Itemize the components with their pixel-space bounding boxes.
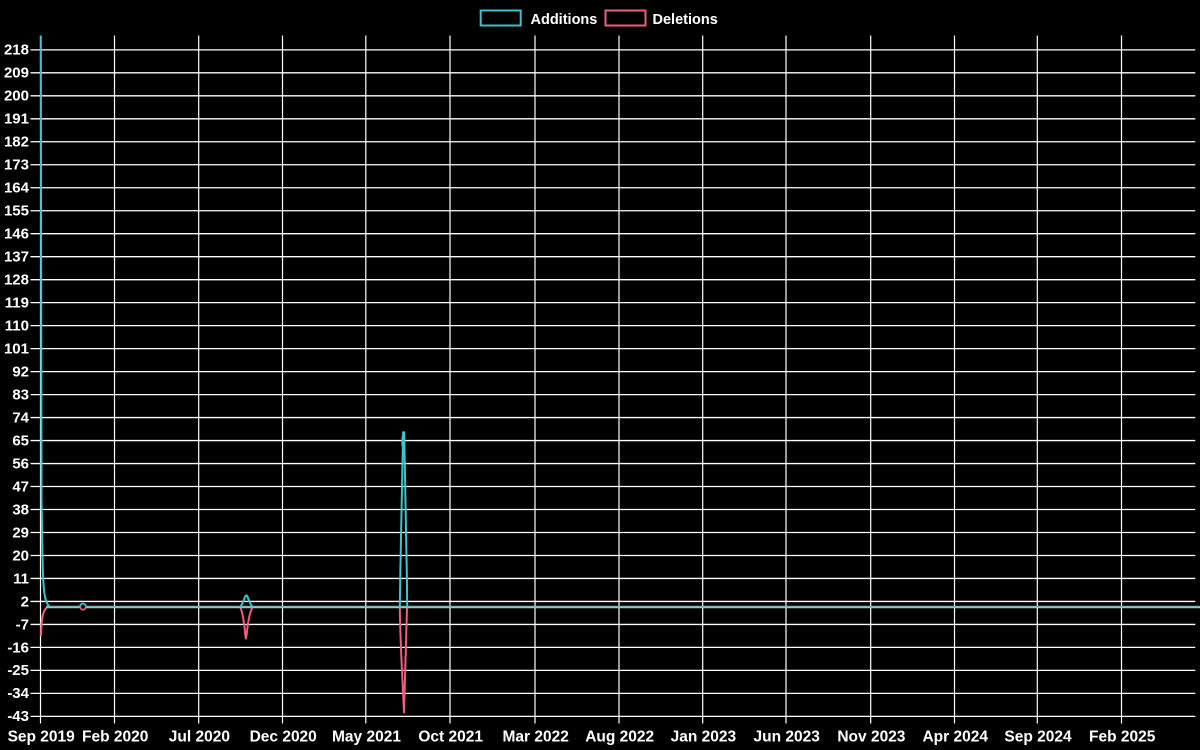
svg-text:191: 191 [4, 111, 29, 128]
svg-text:101: 101 [4, 341, 29, 358]
svg-text:110: 110 [5, 318, 29, 335]
svg-text:56: 56 [12, 455, 29, 472]
svg-text:Jun 2023: Jun 2023 [754, 729, 821, 746]
svg-text:-16: -16 [7, 639, 29, 656]
svg-text:-25: -25 [7, 662, 29, 679]
svg-text:146: 146 [4, 226, 29, 243]
svg-text:209: 209 [4, 65, 29, 82]
svg-text:Jul 2020: Jul 2020 [169, 729, 230, 746]
svg-text:Feb 2025: Feb 2025 [1089, 729, 1156, 746]
svg-text:May 2021: May 2021 [332, 729, 401, 746]
svg-text:Jan 2023: Jan 2023 [671, 729, 737, 746]
svg-text:Nov 2023: Nov 2023 [837, 729, 905, 746]
svg-text:182: 182 [4, 134, 29, 151]
svg-text:164: 164 [4, 180, 30, 197]
svg-text:Additions: Additions [531, 12, 598, 28]
svg-text:38: 38 [12, 501, 29, 518]
svg-text:11: 11 [13, 570, 29, 587]
svg-text:92: 92 [12, 364, 29, 381]
svg-text:65: 65 [12, 432, 29, 449]
svg-text:Feb 2020: Feb 2020 [82, 729, 148, 746]
svg-text:128: 128 [4, 272, 29, 289]
svg-text:Mar 2022: Mar 2022 [503, 729, 569, 746]
svg-text:20: 20 [12, 547, 29, 564]
svg-text:155: 155 [4, 203, 29, 220]
svg-text:83: 83 [12, 386, 29, 403]
svg-text:Sep 2024: Sep 2024 [1004, 729, 1072, 746]
svg-text:-7: -7 [16, 616, 29, 633]
svg-text:74: 74 [12, 409, 29, 426]
svg-text:29: 29 [12, 524, 29, 541]
svg-text:Deletions: Deletions [653, 12, 718, 28]
svg-text:Sep 2019: Sep 2019 [8, 729, 76, 746]
svg-text:47: 47 [12, 478, 29, 495]
svg-text:Oct 2021: Oct 2021 [418, 729, 483, 746]
svg-text:173: 173 [4, 157, 29, 174]
svg-text:218: 218 [4, 42, 29, 59]
svg-text:Dec 2020: Dec 2020 [250, 729, 317, 746]
svg-text:Apr 2024: Apr 2024 [922, 729, 988, 746]
svg-text:200: 200 [4, 88, 29, 105]
svg-text:2: 2 [21, 593, 29, 610]
svg-text:-43: -43 [7, 708, 29, 725]
svg-text:-34: -34 [7, 685, 29, 702]
svg-text:137: 137 [4, 249, 29, 266]
svg-text:119: 119 [5, 295, 29, 312]
svg-text:Aug 2022: Aug 2022 [585, 729, 654, 746]
